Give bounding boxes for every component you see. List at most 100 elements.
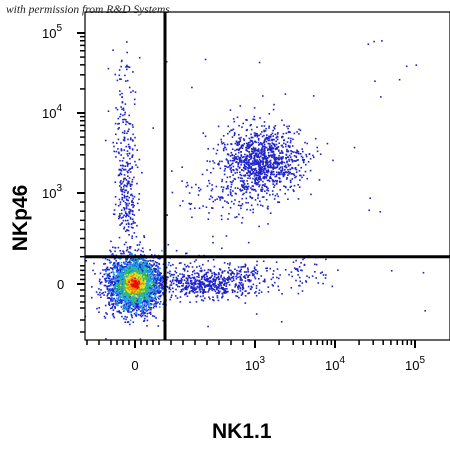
- data-point: [290, 140, 292, 142]
- data-point: [284, 162, 286, 164]
- data-point: [170, 265, 172, 267]
- data-point: [291, 287, 293, 289]
- data-point: [150, 312, 152, 314]
- data-point: [224, 262, 226, 264]
- data-point: [140, 310, 142, 312]
- data-point: [233, 203, 235, 205]
- data-point: [225, 166, 227, 168]
- data-point: [246, 145, 248, 147]
- data-point: [274, 128, 276, 130]
- data-point: [160, 279, 162, 281]
- data-point: [108, 288, 110, 290]
- data-point: [213, 168, 215, 170]
- data-point: [257, 273, 259, 275]
- data-point: [121, 209, 123, 211]
- data-point: [195, 184, 197, 186]
- data-point: [252, 209, 254, 211]
- data-point: [224, 280, 226, 282]
- data-point: [234, 121, 236, 123]
- data-point: [276, 144, 278, 146]
- data-point: [260, 142, 262, 144]
- data-point: [277, 157, 279, 159]
- data-point: [176, 277, 178, 279]
- data-point: [255, 134, 257, 136]
- data-point: [218, 279, 220, 281]
- data-point: [122, 302, 124, 304]
- data-point: [249, 177, 251, 179]
- data-point: [132, 218, 134, 220]
- data-point: [202, 264, 204, 266]
- data-point: [146, 325, 148, 327]
- data-point: [110, 285, 112, 287]
- data-point: [272, 142, 274, 144]
- data-point: [212, 299, 214, 301]
- data-point: [233, 170, 235, 172]
- data-point: [193, 270, 195, 272]
- data-point: [249, 153, 251, 155]
- data-point: [124, 114, 126, 116]
- data-point: [129, 310, 131, 312]
- data-point: [248, 186, 250, 188]
- data-point: [254, 276, 256, 278]
- data-point: [232, 148, 234, 150]
- data-point: [231, 281, 233, 283]
- data-point: [221, 143, 223, 145]
- data-point: [130, 123, 132, 125]
- data-point: [122, 168, 124, 170]
- data-point: [314, 271, 316, 273]
- data-point: [269, 194, 271, 196]
- data-point: [245, 302, 247, 304]
- data-point: [274, 146, 276, 148]
- data-point: [256, 170, 258, 172]
- data-point: [230, 274, 232, 276]
- data-point: [116, 151, 118, 153]
- data-point: [151, 298, 153, 300]
- data-point: [211, 275, 213, 277]
- data-point: [302, 290, 304, 292]
- data-point: [240, 157, 242, 159]
- data-point: [262, 95, 264, 97]
- data-point: [243, 160, 245, 162]
- data-point: [294, 177, 296, 179]
- data-point: [185, 287, 187, 289]
- data-point: [119, 116, 121, 118]
- data-point: [247, 164, 249, 166]
- data-point: [210, 284, 212, 286]
- data-point: [258, 135, 260, 137]
- data-point: [267, 188, 269, 190]
- data-point: [130, 218, 132, 220]
- data-point: [223, 292, 225, 294]
- data-point: [299, 186, 301, 188]
- data-point: [116, 275, 118, 277]
- data-point: [118, 310, 120, 312]
- data-point: [258, 161, 260, 163]
- data-point: [155, 306, 157, 308]
- data-point: [218, 196, 220, 198]
- data-point: [169, 299, 171, 301]
- data-point: [242, 283, 244, 285]
- data-point: [237, 166, 239, 168]
- data-point: [137, 167, 139, 169]
- data-point: [286, 154, 288, 156]
- data-point: [124, 244, 126, 246]
- data-point: [244, 139, 246, 141]
- data-point: [240, 141, 242, 143]
- data-point: [186, 281, 188, 283]
- data-point: [288, 150, 290, 152]
- data-point: [271, 145, 273, 147]
- data-point: [156, 264, 158, 266]
- data-point: [114, 317, 116, 319]
- data-point: [296, 156, 298, 158]
- data-point: [250, 280, 252, 282]
- data-point: [228, 281, 230, 283]
- data-point: [250, 209, 252, 211]
- data-point: [119, 75, 121, 77]
- data-point: [269, 177, 271, 179]
- data-point: [248, 242, 250, 244]
- data-point: [198, 187, 200, 189]
- data-point: [290, 138, 292, 140]
- data-point: [223, 142, 225, 144]
- data-point: [205, 291, 207, 293]
- data-point: [247, 202, 249, 204]
- data-point: [124, 316, 126, 318]
